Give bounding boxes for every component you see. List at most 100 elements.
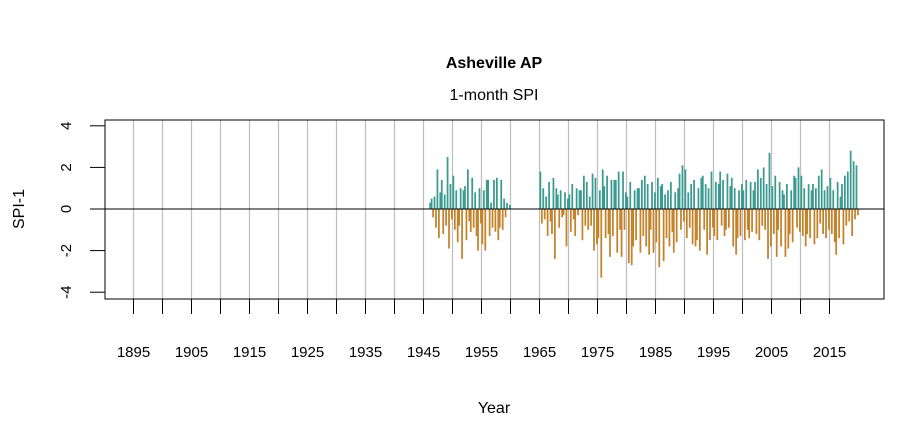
positive-bar	[654, 192, 656, 209]
positive-bar	[571, 184, 574, 209]
positive-bar	[430, 198, 433, 209]
positive-bar	[638, 188, 640, 209]
positive-bar	[729, 186, 732, 209]
x-tick-label: 1985	[639, 344, 672, 361]
negative-bar	[851, 209, 853, 237]
x-tick-label: 1915	[233, 344, 266, 361]
positive-bar	[580, 190, 582, 209]
negative-bar	[770, 209, 772, 247]
negative-bar	[761, 209, 764, 226]
positive-bar	[674, 192, 677, 209]
positive-bar	[738, 190, 740, 209]
negative-bar	[845, 209, 848, 226]
negative-bar	[593, 209, 595, 251]
positive-bar	[509, 204, 511, 209]
positive-bar	[690, 184, 693, 209]
negative-bar	[620, 209, 623, 257]
negative-bar	[777, 209, 780, 230]
positive-bar	[781, 190, 784, 209]
negative-bar	[854, 209, 856, 220]
positive-bar	[771, 186, 774, 209]
positive-bar	[855, 165, 858, 209]
positive-bar	[588, 196, 591, 209]
negative-bar	[804, 209, 807, 247]
negative-bar	[751, 209, 753, 232]
positive-bar	[754, 181, 756, 209]
positive-bar	[810, 190, 813, 209]
negative-bar	[806, 209, 809, 234]
positive-bar	[439, 192, 442, 209]
positive-bar	[844, 175, 846, 209]
negative-bar	[577, 209, 579, 216]
positive-bar	[578, 190, 581, 209]
negative-bar	[675, 209, 678, 243]
negative-bar	[574, 209, 577, 237]
negative-bar	[569, 209, 572, 232]
positive-bar	[794, 177, 797, 209]
y-tick-label: -4	[58, 286, 75, 299]
positive-bar	[440, 179, 443, 209]
negative-bar	[748, 209, 751, 239]
negative-bar	[627, 209, 630, 264]
negative-bar	[696, 209, 698, 241]
positive-bar	[765, 184, 768, 209]
negative-bar	[565, 209, 568, 247]
positive-bar	[601, 169, 604, 209]
negative-bar	[498, 209, 501, 228]
negative-bar	[728, 209, 730, 228]
chart-subtitle: 1-month SPI	[450, 87, 539, 104]
positive-bar	[503, 198, 505, 209]
positive-bar	[583, 175, 585, 209]
negative-bar	[801, 209, 804, 237]
positive-bar	[717, 184, 720, 209]
positive-bar	[629, 181, 632, 209]
negative-bar	[775, 209, 778, 257]
negative-bar	[484, 209, 487, 251]
y-tick-label: 0	[58, 205, 75, 213]
negative-bar	[632, 209, 635, 247]
negative-bar	[825, 209, 827, 239]
positive-bar	[790, 190, 793, 209]
negative-bar	[835, 209, 838, 255]
positive-bar	[741, 184, 743, 209]
x-tick-label: 1955	[465, 344, 498, 361]
negative-bar	[432, 209, 434, 218]
positive-bar	[559, 190, 562, 209]
negative-bar	[813, 209, 816, 245]
negative-bar	[713, 209, 716, 237]
negative-bar	[584, 209, 587, 226]
positive-bar	[849, 150, 852, 209]
negative-bar	[780, 209, 782, 247]
positive-bar	[452, 175, 455, 209]
negative-bar	[842, 209, 845, 245]
negative-bar	[596, 209, 598, 245]
positive-bar	[759, 177, 762, 209]
negative-bar	[743, 209, 746, 241]
negative-bar	[616, 209, 619, 253]
positive-bar	[614, 179, 617, 209]
positive-bar	[625, 192, 627, 209]
positive-bar	[745, 179, 748, 209]
positive-bar	[490, 202, 492, 209]
positive-bar	[633, 190, 636, 209]
positive-bar	[478, 188, 481, 209]
positive-bar	[506, 202, 508, 209]
positive-bar	[742, 190, 745, 209]
negative-bar	[472, 209, 475, 228]
positive-bar	[722, 179, 724, 209]
positive-bar	[594, 177, 597, 209]
negative-bar	[723, 209, 726, 237]
positive-bar	[613, 179, 616, 209]
positive-bar	[762, 167, 765, 209]
positive-bar	[752, 190, 755, 209]
negative-bar	[480, 209, 482, 224]
negative-bar	[475, 209, 478, 237]
negative-bar	[655, 209, 658, 243]
negative-bar	[688, 209, 691, 228]
positive-bar	[768, 152, 771, 209]
positive-bar	[826, 186, 829, 209]
negative-bar	[453, 209, 456, 230]
negative-bar	[822, 209, 824, 234]
